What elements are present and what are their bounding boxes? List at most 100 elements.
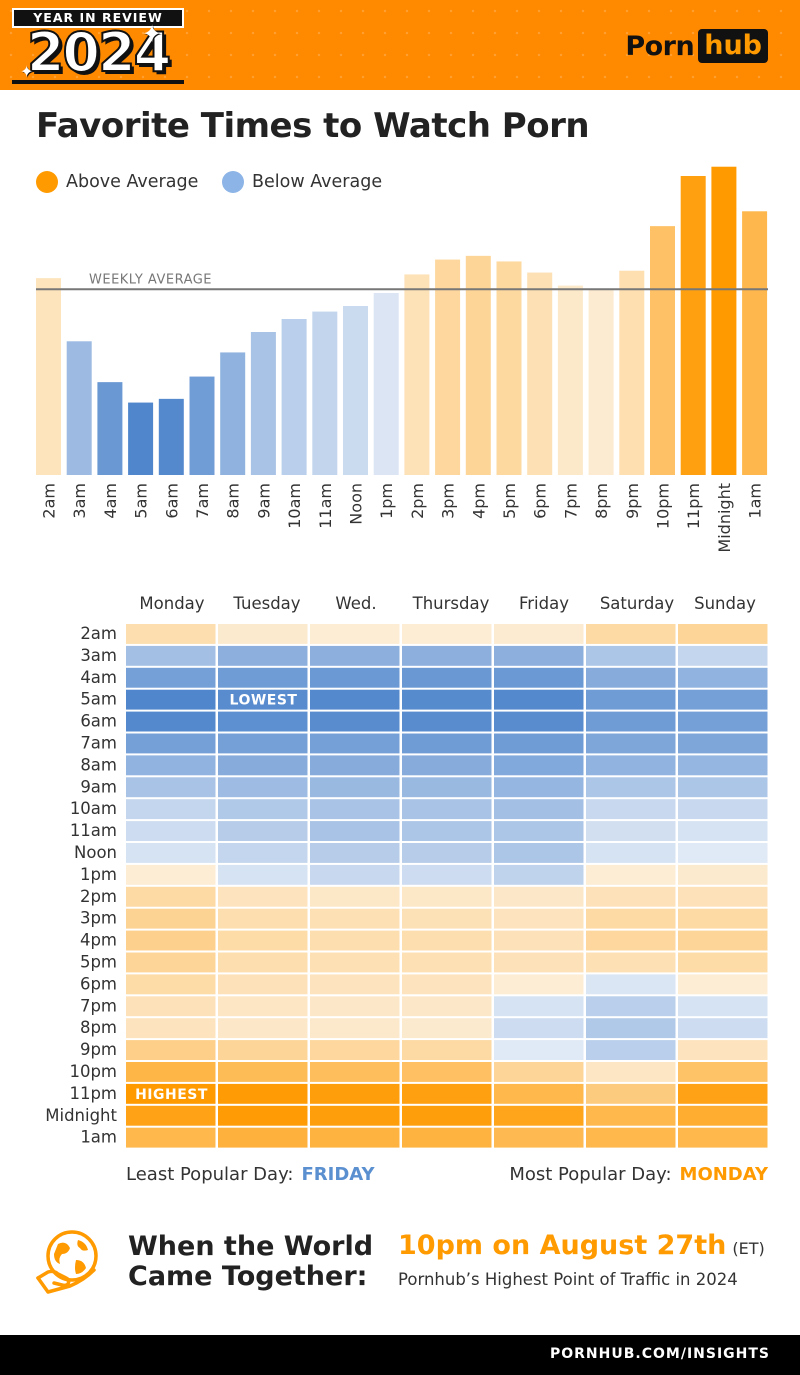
heatmap-cell — [126, 930, 216, 951]
heatmap-cell — [494, 733, 584, 754]
most-popular-day: Most Popular Day: MONDAY — [509, 1164, 768, 1188]
bar-label-3am: 3am — [70, 483, 89, 519]
bar-label-9am: 9am — [254, 483, 273, 519]
heatmap-cell — [126, 952, 216, 973]
heatmap-cell — [494, 996, 584, 1017]
heatmap-cell — [126, 1018, 216, 1039]
heatmap-cell — [678, 974, 768, 995]
heatmap-cell — [586, 755, 676, 776]
heatmap-cell — [494, 645, 584, 666]
heatmap-row-8: 10am — [70, 799, 117, 818]
heatmap-cell — [586, 974, 676, 995]
heatmap-col-3: Thursday — [412, 594, 490, 613]
brand-logo-part1: Porn — [625, 30, 695, 62]
heatmap-col-6: Sunday — [694, 594, 756, 613]
footer-url-link[interactable]: PORNHUB.COM/INSIGHTS — [549, 1346, 770, 1362]
heatmap-cell — [218, 1018, 308, 1039]
legend-below-average: Below Average — [222, 170, 382, 194]
heatmap-cell — [126, 667, 216, 688]
heatmap-cell — [678, 645, 768, 666]
heatmap-cell — [402, 974, 492, 995]
heatmap-cell — [310, 996, 400, 1017]
header-banner: YEAR IN REVIEW 2024 ✦ ✦ Porn hub — [0, 0, 800, 90]
bar-1am — [742, 211, 768, 476]
heatmap-cell — [310, 864, 400, 885]
heatmap-cell — [402, 1083, 492, 1104]
heatmap-cell — [586, 886, 676, 907]
heatmap-cell — [310, 821, 400, 841]
most-popular-value: MONDAY — [679, 1164, 768, 1185]
bar-label-4pm: 4pm — [469, 483, 488, 519]
heatmap-cell — [494, 843, 584, 863]
heatmap-cell — [494, 777, 584, 798]
heatmap-cell — [678, 1062, 768, 1082]
heatmap-cell — [678, 843, 768, 863]
heatmap-cell — [494, 755, 584, 776]
bar-6am — [158, 398, 184, 475]
bar-4pm — [465, 255, 491, 475]
sparkle-icon: ✦ — [141, 20, 163, 48]
weekly-heatmap: Monday Tuesday Wed. Thursday Friday Saturday S… — [45, 594, 768, 1148]
heatmap-cell — [310, 974, 400, 995]
heatmap-cell — [586, 1018, 676, 1039]
heatmap-row-9: 11am — [70, 821, 117, 840]
heatmap-cell — [218, 667, 308, 688]
heatmap-cell — [586, 777, 676, 798]
heatmap-cell — [402, 1040, 492, 1060]
bar-label-10pm: 10pm — [654, 483, 673, 529]
heatmap-cell — [402, 711, 492, 732]
heatmap-cell — [218, 645, 308, 666]
bar-5am — [128, 402, 154, 475]
heatmap-cell — [494, 864, 584, 885]
heatmap-col-2: Wed. — [335, 594, 376, 613]
heatmap-cell — [218, 974, 308, 995]
heatmap-cell — [126, 864, 216, 885]
heatmap-row-10: Noon — [74, 843, 117, 862]
bar-2pm — [404, 274, 430, 475]
bar-label-4am: 4am — [101, 483, 120, 519]
heatmap-cell — [218, 1062, 308, 1082]
heatmap-cell — [494, 689, 584, 710]
heatmap-cell — [586, 1127, 676, 1148]
legend-above-average: Above Average — [36, 170, 198, 194]
least-popular-label: Least Popular Day: — [126, 1164, 294, 1185]
heatmap-cell — [586, 864, 676, 885]
heatmap-cell — [126, 755, 216, 776]
sparkle-small-icon: ✦ — [20, 62, 34, 81]
bar-4am — [97, 382, 123, 475]
bar-3am — [66, 341, 92, 475]
brand-logo-part2: hub — [698, 29, 768, 63]
heatmap-cell — [218, 908, 308, 929]
heatmap-cell — [310, 930, 400, 951]
heatmap-col-0: Monday — [139, 594, 204, 613]
heatmap-cell — [494, 821, 584, 841]
legend-label-below: Below Average — [252, 172, 383, 192]
heatmap-cell — [678, 1127, 768, 1148]
heatmap-cell — [586, 733, 676, 754]
legend-dot-orange — [36, 171, 58, 193]
peak-timezone: (ET) — [732, 1239, 765, 1258]
badge-underline — [12, 80, 184, 84]
heatmap-cell — [310, 667, 400, 688]
brand-logo[interactable]: Porn hub — [625, 28, 768, 64]
heatmap-cell — [494, 1040, 584, 1060]
bar-label-8am: 8am — [224, 483, 243, 519]
heatmap-cell — [402, 930, 492, 951]
heatmap-cell — [126, 711, 216, 732]
heatmap-cell — [310, 711, 400, 732]
heatmap-cell — [402, 1127, 492, 1148]
heatmap-cell — [402, 1062, 492, 1082]
heatmap-cell — [586, 930, 676, 951]
heatmap-cell — [218, 1083, 308, 1104]
heatmap-cell — [126, 645, 216, 666]
hourly-bar-chart: 2am 3am 4am 5am 6am 7am 8am 9am 10am 11am Noon 1pm 2… — [36, 166, 768, 553]
chart-title: Favorite Times to Watch Porn — [36, 106, 590, 146]
heatmap-cell — [126, 996, 216, 1017]
heatmap-cell — [310, 843, 400, 863]
bar-8am — [220, 352, 246, 475]
heatmap-cell — [310, 733, 400, 754]
heatmap-row-20: 10pm — [69, 1062, 117, 1081]
heatmap-cell — [310, 1062, 400, 1082]
bar-label-2pm: 2pm — [408, 483, 427, 519]
heatmap-cell — [678, 1105, 768, 1126]
